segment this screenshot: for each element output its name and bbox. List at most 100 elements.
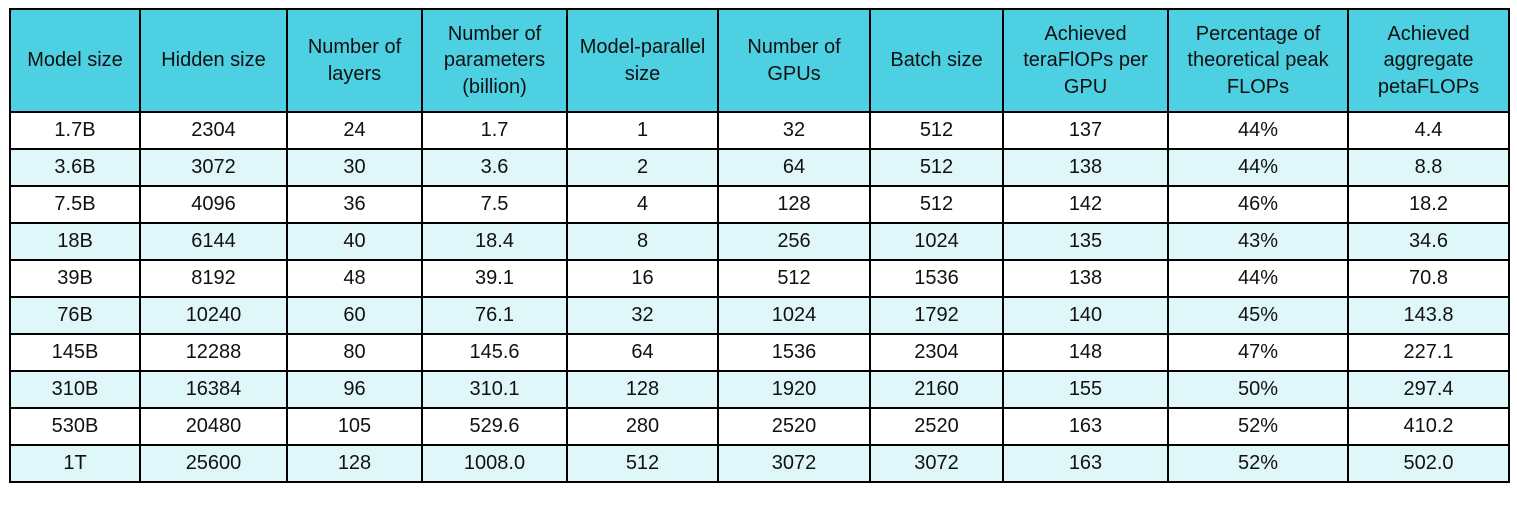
table-cell: 8: [566, 222, 719, 261]
table-cell: 1.7B: [9, 111, 141, 150]
table-cell: 1024: [869, 222, 1004, 261]
table-cell: 70.8: [1347, 259, 1510, 298]
table-cell: 512: [869, 111, 1004, 150]
table-cell: 2520: [717, 407, 871, 446]
table-cell: 64: [566, 333, 719, 372]
table-cell: 43%: [1167, 222, 1349, 261]
table-cell: 142: [1002, 185, 1169, 224]
table-cell: 7.5: [421, 185, 568, 224]
table-row: 3.6B 3072 30 3.6 2 64 512 138 44% 8.8: [9, 148, 1510, 187]
table-cell: 39.1: [421, 259, 568, 298]
table-cell: 76.1: [421, 296, 568, 335]
table-cell: 60: [286, 296, 423, 335]
table-cell: 16384: [139, 370, 288, 409]
table-cell: 310B: [9, 370, 141, 409]
table-cell: 297.4: [1347, 370, 1510, 409]
table-cell: 145B: [9, 333, 141, 372]
table-row: 310B 16384 96 310.1 128 1920 2160 155 50% 297.4: [9, 370, 1510, 409]
table-cell: 530B: [9, 407, 141, 446]
table-cell: 8.8: [1347, 148, 1510, 187]
table-cell: 512: [566, 444, 719, 483]
table-cell: 52%: [1167, 407, 1349, 446]
table-cell: 1920: [717, 370, 871, 409]
table-cell: 529.6: [421, 407, 568, 446]
table-cell: 48: [286, 259, 423, 298]
table-cell: 2: [566, 148, 719, 187]
column-header: Number of parameters (billion): [421, 8, 568, 113]
table-cell: 128: [286, 444, 423, 483]
table-cell: 512: [869, 185, 1004, 224]
column-header: Percentage of theoretical peak FLOPs: [1167, 8, 1349, 113]
table-cell: 4.4: [1347, 111, 1510, 150]
column-header: Batch size: [869, 8, 1004, 113]
table-row: 18B 6144 40 18.4 8 256 1024 135 43% 34.6: [9, 222, 1510, 261]
table-cell: 7.5B: [9, 185, 141, 224]
table-cell: 36: [286, 185, 423, 224]
table-cell: 1008.0: [421, 444, 568, 483]
table-cell: 2304: [869, 333, 1004, 372]
table-cell: 155: [1002, 370, 1169, 409]
column-header: Hidden size: [139, 8, 288, 113]
table-row: 530B 20480 105 529.6 280 2520 2520 163 52% 410.2: [9, 407, 1510, 446]
table-cell: 140: [1002, 296, 1169, 335]
table-row: 76B 10240 60 76.1 32 1024 1792 140 45% 143.8: [9, 296, 1510, 335]
table-cell: 44%: [1167, 259, 1349, 298]
table-cell: 143.8: [1347, 296, 1510, 335]
table-cell: 34.6: [1347, 222, 1510, 261]
table-cell: 3.6: [421, 148, 568, 187]
table-cell: 18.2: [1347, 185, 1510, 224]
table-cell: 410.2: [1347, 407, 1510, 446]
table-cell: 24: [286, 111, 423, 150]
header-row: Model size Hidden size Number of layers Num…: [9, 8, 1510, 113]
table-cell: 76B: [9, 296, 141, 335]
table-cell: 4: [566, 185, 719, 224]
table-cell: 2520: [869, 407, 1004, 446]
table-cell: 145.6: [421, 333, 568, 372]
table-cell: 3072: [869, 444, 1004, 483]
table-cell: 32: [566, 296, 719, 335]
table-cell: 3.6B: [9, 148, 141, 187]
table-cell: 105: [286, 407, 423, 446]
table-cell: 310.1: [421, 370, 568, 409]
column-header: Achieved teraFlOPs per GPU: [1002, 8, 1169, 113]
table-row: 1T 25600 128 1008.0 512 3072 3072 163 52% 502.0: [9, 444, 1510, 483]
table-cell: 30: [286, 148, 423, 187]
table-cell: 135: [1002, 222, 1169, 261]
table-row: 39B 8192 48 39.1 16 512 1536 138 44% 70.8: [9, 259, 1510, 298]
table-cell: 32: [717, 111, 871, 150]
table-cell: 10240: [139, 296, 288, 335]
table-cell: 1024: [717, 296, 871, 335]
column-header: Achieved aggregate petaFLOPs: [1347, 8, 1510, 113]
table-cell: 1T: [9, 444, 141, 483]
table-cell: 256: [717, 222, 871, 261]
table-cell: 280: [566, 407, 719, 446]
table-cell: 1: [566, 111, 719, 150]
table-cell: 138: [1002, 259, 1169, 298]
table-cell: 3072: [717, 444, 871, 483]
scaling-results-table: Model size Hidden size Number of layers Num…: [9, 8, 1510, 483]
table-cell: 18.4: [421, 222, 568, 261]
column-header: Model size: [9, 8, 141, 113]
table-cell: 502.0: [1347, 444, 1510, 483]
table-cell: 512: [717, 259, 871, 298]
table-cell: 1536: [869, 259, 1004, 298]
table-cell: 8192: [139, 259, 288, 298]
table-header: Model size Hidden size Number of layers Num…: [9, 8, 1510, 113]
table-cell: 18B: [9, 222, 141, 261]
table-cell: 96: [286, 370, 423, 409]
table-row: 145B 12288 80 145.6 64 1536 2304 148 47% 227.1: [9, 333, 1510, 372]
table-body: 1.7B 2304 24 1.7 1 32 512 137 44% 4.4 3.6B 3072 30 3.…: [9, 111, 1510, 483]
table-cell: 44%: [1167, 148, 1349, 187]
column-header: Model-parallel size: [566, 8, 719, 113]
table-cell: 2160: [869, 370, 1004, 409]
table-cell: 12288: [139, 333, 288, 372]
table-cell: 80: [286, 333, 423, 372]
table-cell: 148: [1002, 333, 1169, 372]
table-cell: 44%: [1167, 111, 1349, 150]
table-cell: 2304: [139, 111, 288, 150]
table-cell: 25600: [139, 444, 288, 483]
column-header: Number of GPUs: [717, 8, 871, 113]
table-cell: 128: [717, 185, 871, 224]
table-cell: 47%: [1167, 333, 1349, 372]
